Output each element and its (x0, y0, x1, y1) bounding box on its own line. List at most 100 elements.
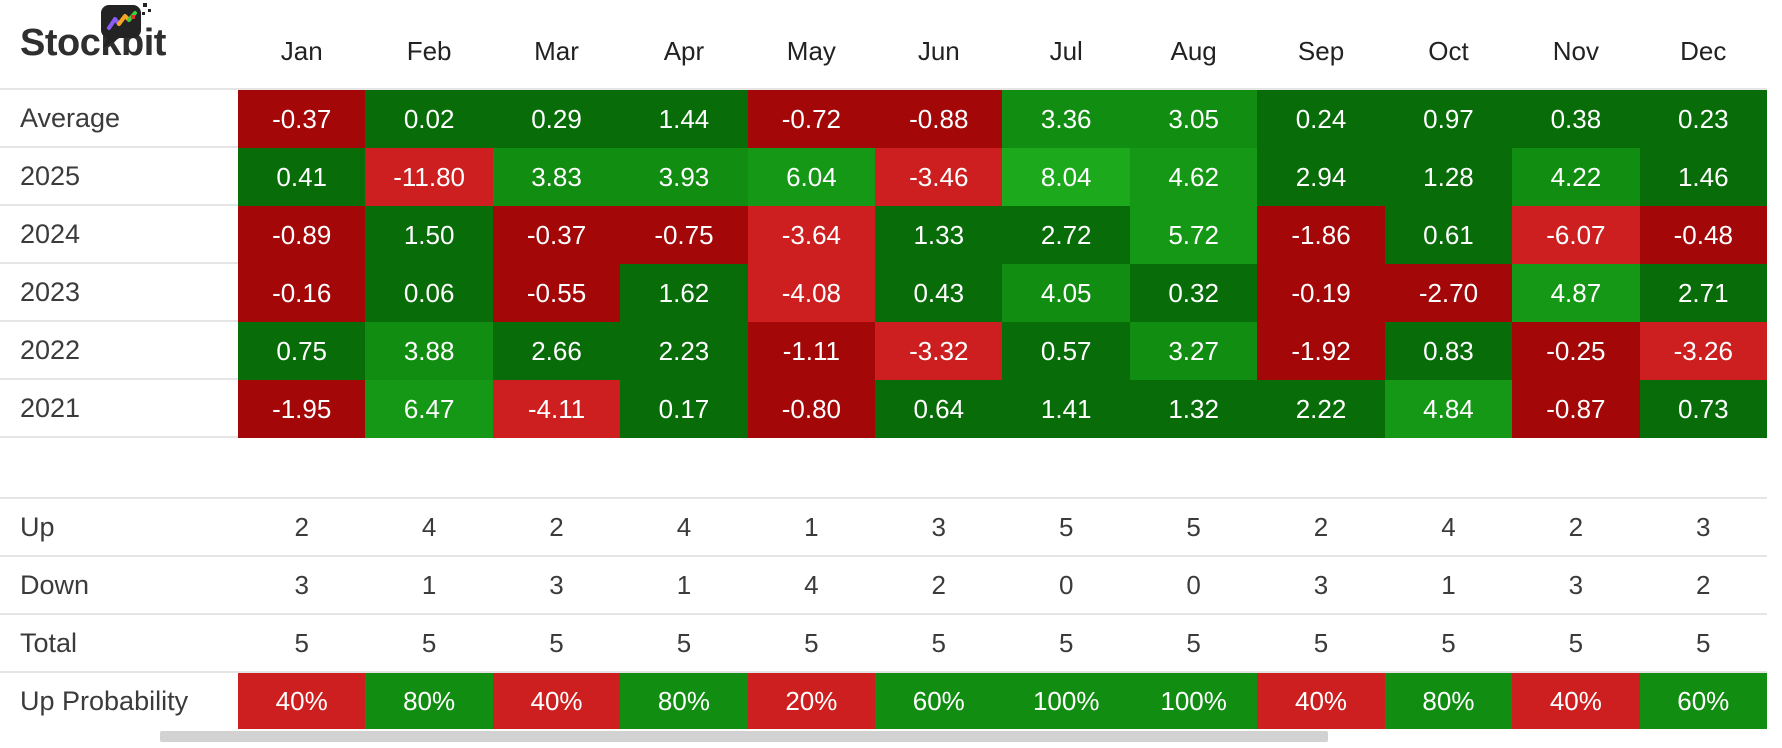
heatmap-body: Average -0.37 0.02 0.29 1.44 -0.72 -0.88 3.36 3.… (0, 90, 1767, 438)
heatmap-cell: 4.87 (1512, 264, 1640, 322)
stat-value: 5 (1186, 627, 1201, 658)
heatmap-cell: -0.16 (238, 264, 366, 322)
stat-value: 4 (1441, 511, 1456, 542)
heatmap-cell: -1.11 (747, 322, 876, 380)
heatmap-cell: 6.47 (365, 380, 493, 438)
probability-cell: 100% (1002, 673, 1130, 729)
probability-cell: 60% (875, 673, 1003, 729)
probability-cell: 80% (1384, 673, 1513, 729)
heatmap-cell: 0.17 (620, 380, 748, 438)
heatmap-row: 2025 0.41 -11.80 3.83 3.93 6.04 -3.46 8.04 4.62 2… (0, 148, 1767, 206)
horizontal-scrollbar-track[interactable] (0, 730, 1767, 744)
heatmap-cell: 3.27 (1129, 322, 1258, 380)
probability-cell: 40% (1512, 673, 1640, 729)
heatmap-cell: -11.80 (365, 148, 493, 206)
stockbit-logo-icon (101, 3, 151, 48)
heatmap-cell: -3.32 (875, 322, 1003, 380)
stat-value: 1 (421, 569, 437, 600)
heatmap-cell: 0.02 (365, 90, 493, 148)
heatmap-cell: -3.64 (747, 206, 876, 264)
heatmap-cell: -0.80 (747, 380, 876, 438)
heatmap-row: Average -0.37 0.02 0.29 1.44 -0.72 -0.88 3.36 3.… (0, 90, 1767, 148)
row-label: Up (0, 499, 238, 555)
row-label: 2024 (0, 206, 238, 264)
heatmap-cell: 2.66 (492, 322, 621, 380)
stat-value: 2 (1313, 511, 1329, 542)
stat-value: 3 (549, 569, 564, 600)
stat-value: 5 (676, 627, 692, 658)
stat-value: 5 (1696, 627, 1711, 658)
stat-value: 5 (931, 627, 947, 658)
row-label: 2021 (0, 380, 238, 438)
heatmap-cell: 1.32 (1129, 380, 1258, 438)
row-label: Total (0, 615, 238, 671)
heatmap-cell: 0.06 (365, 264, 493, 322)
heatmap-cell: 0.29 (492, 90, 621, 148)
heatmap-cell: 0.38 (1512, 90, 1640, 148)
heatmap-cell: 2.23 (620, 322, 748, 380)
heatmap-cell: 0.75 (238, 322, 366, 380)
heatmap-cell: 2.72 (1002, 206, 1130, 264)
stat-value: 2 (931, 569, 947, 600)
heatmap-cell: -0.75 (620, 206, 748, 264)
heatmap-cell: -0.25 (1512, 322, 1640, 380)
probability-cell: 100% (1129, 673, 1258, 729)
row-label: Up Probability (0, 673, 238, 729)
row-label: Average (0, 90, 238, 148)
stat-value: 2 (1696, 569, 1711, 600)
heatmap-cell: 0.43 (875, 264, 1003, 322)
stat-value: 4 (421, 511, 437, 542)
stat-value: 5 (1568, 627, 1584, 658)
heatmap-cell: 1.41 (1002, 380, 1130, 438)
heatmap-cell: -1.92 (1257, 322, 1385, 380)
stat-value: 3 (294, 569, 309, 600)
heatmap-cell: 2.71 (1639, 264, 1767, 322)
heatmap-cell: 1.46 (1639, 148, 1767, 206)
month-header: Oct (1428, 35, 1469, 66)
month-header: Mar (534, 35, 579, 66)
stat-value: 5 (1186, 511, 1201, 542)
stat-value: 2 (1568, 511, 1584, 542)
heatmap-cell: -1.86 (1257, 206, 1385, 264)
heatmap-cell: 1.33 (875, 206, 1003, 264)
stat-value: 5 (804, 627, 819, 658)
heatmap-row: 2024 -0.89 1.50 -0.37 -0.75 -3.64 1.33 2.72 5.72… (0, 206, 1767, 264)
heatmap-cell: -0.55 (492, 264, 621, 322)
stat-value: 3 (1313, 569, 1329, 600)
row-label: Down (0, 557, 238, 613)
heatmap-cell: 1.50 (365, 206, 493, 264)
heatmap-cell: -4.08 (747, 264, 876, 322)
stat-value: 4 (676, 511, 692, 542)
stat-value: 3 (931, 511, 947, 542)
heatmap-cell: -0.37 (238, 90, 366, 148)
heatmap-cell: 3.88 (365, 322, 493, 380)
heatmap-cell: 1.28 (1384, 148, 1513, 206)
heatmap-cell: -0.87 (1512, 380, 1640, 438)
month-header: Sep (1297, 35, 1345, 66)
heatmap-cell: 2.94 (1257, 148, 1385, 206)
heatmap-cell: 0.73 (1639, 380, 1767, 438)
heatmap-cell: 3.36 (1002, 90, 1130, 148)
stat-value: 2 (549, 511, 564, 542)
heatmap-cell: 3.83 (492, 148, 621, 206)
section-spacer (0, 438, 1767, 497)
heatmap-cell: -0.72 (747, 90, 876, 148)
horizontal-scrollbar-thumb[interactable] (160, 731, 1328, 742)
stat-value: 5 (1058, 511, 1074, 542)
heatmap-cell: 5.72 (1129, 206, 1258, 264)
row-label: 2025 (0, 148, 238, 206)
stat-value: 3 (1568, 569, 1584, 600)
heatmap-cell: 0.41 (238, 148, 366, 206)
stockbit-logo: Stockbit (0, 0, 238, 90)
stat-value: 0 (1058, 569, 1074, 600)
stat-value: 5 (1441, 627, 1456, 658)
heatmap-row: 2022 0.75 3.88 2.66 2.23 -1.11 -3.32 0.57 3.27 -1… (0, 322, 1767, 380)
probability-cell: 40% (238, 673, 366, 729)
heatmap-cell: 0.64 (875, 380, 1003, 438)
stockbit-logo-text: Stockbit (20, 22, 166, 64)
heatmap-cell: 3.05 (1129, 90, 1258, 148)
heatmap-cell: 0.57 (1002, 322, 1130, 380)
probability-cell: 40% (1257, 673, 1385, 729)
heatmap-cell: -1.95 (238, 380, 366, 438)
probability-cell: 80% (365, 673, 493, 729)
